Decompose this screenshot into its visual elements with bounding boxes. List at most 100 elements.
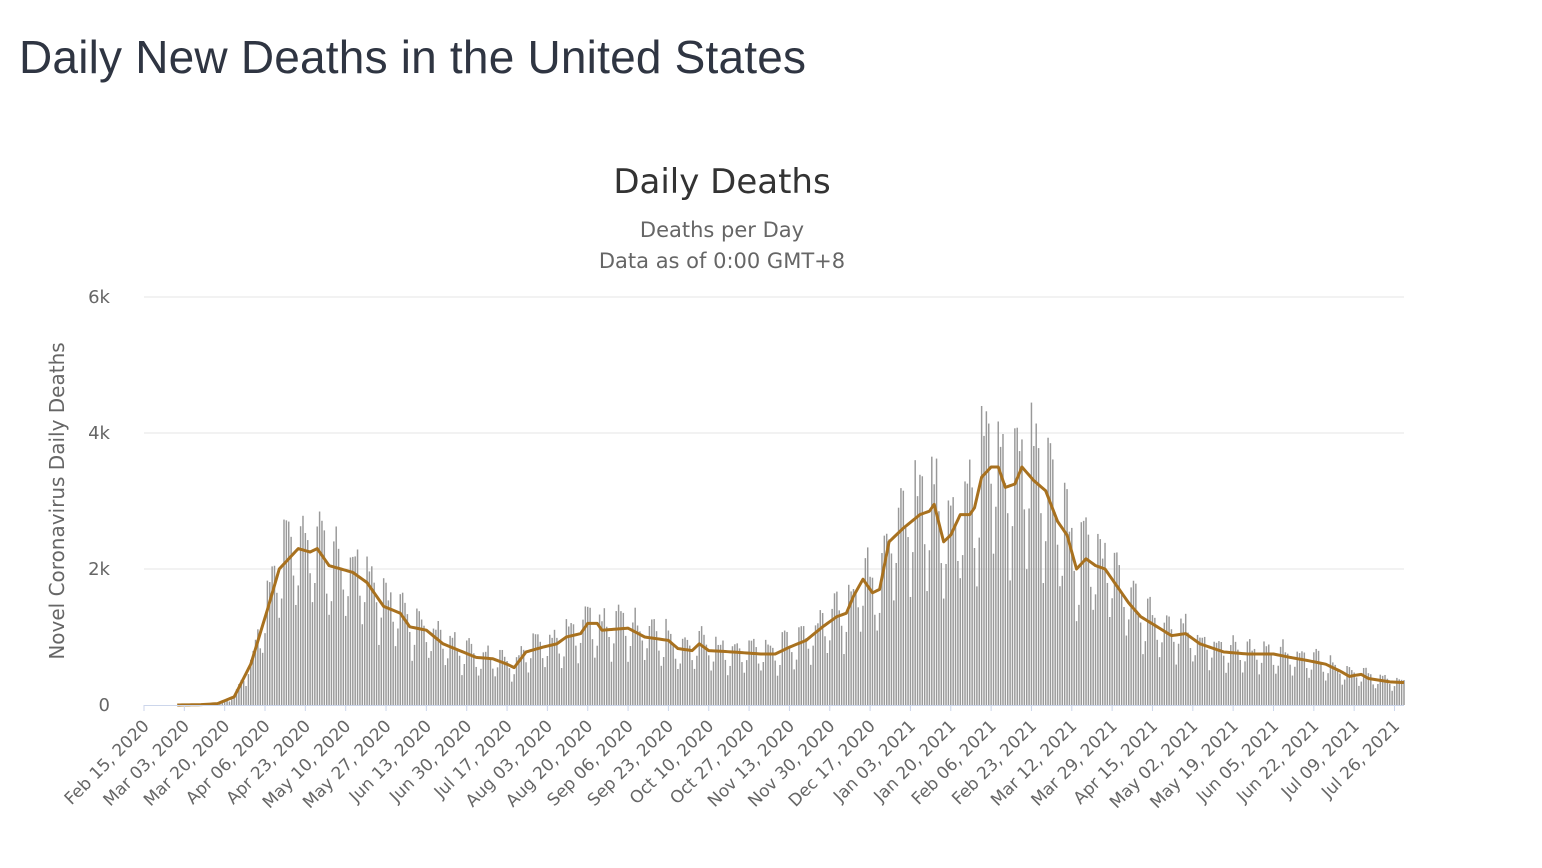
- bar-320: [902, 490, 905, 705]
- bar-324: [912, 552, 914, 705]
- bar-398: [1087, 534, 1090, 705]
- bar-179: [568, 626, 570, 705]
- bar-293: [838, 610, 840, 705]
- bar-304: [864, 558, 867, 705]
- bar-128: [446, 658, 449, 705]
- bar-55: [273, 565, 276, 705]
- bar-147: [492, 668, 494, 705]
- bar-336: [940, 563, 943, 705]
- bar-246: [726, 675, 729, 705]
- bar-478: [1277, 665, 1279, 705]
- bar-517: [1370, 674, 1372, 705]
- bar-42: [242, 680, 245, 705]
- bar-214: [651, 619, 653, 705]
- bar-384: [1054, 512, 1056, 705]
- bar-344: [959, 578, 962, 705]
- bar-400: [1092, 609, 1094, 705]
- bar-239: [710, 670, 712, 705]
- bar-69: [306, 540, 309, 705]
- bar-285: [819, 610, 822, 705]
- bar-417: [1132, 580, 1135, 705]
- bar-197: [610, 661, 613, 705]
- bar-311: [881, 553, 883, 705]
- bar-460: [1234, 641, 1237, 705]
- bar-290: [831, 608, 833, 705]
- bar-59: [283, 519, 285, 705]
- bar-202: [622, 612, 625, 705]
- bar-43: [245, 685, 247, 705]
- bar-463: [1241, 672, 1244, 705]
- bar-141: [477, 675, 480, 705]
- bar-482: [1286, 653, 1289, 705]
- bar-56: [276, 592, 278, 705]
- bar-198: [613, 643, 615, 705]
- bar-206: [632, 622, 634, 705]
- bar-307: [871, 577, 874, 705]
- bar-45: [250, 659, 252, 705]
- bar-267: [776, 675, 779, 705]
- bar-71: [311, 602, 314, 705]
- bar-298: [850, 591, 852, 705]
- bar-79: [330, 601, 333, 705]
- bar-465: [1246, 641, 1249, 705]
- bar-349: [971, 487, 973, 705]
- bar-348: [969, 459, 971, 705]
- bar-264: [769, 645, 772, 705]
- bar-150: [499, 649, 501, 705]
- bar-513: [1360, 681, 1363, 705]
- bar-235: [700, 626, 703, 705]
- bar-67: [302, 515, 304, 705]
- bar-227: [681, 638, 684, 705]
- bar-332: [931, 456, 933, 705]
- bar-504: [1339, 673, 1341, 705]
- bar-314: [888, 539, 890, 705]
- bar-494: [1315, 648, 1317, 705]
- bar-256: [750, 640, 753, 705]
- bar-39: [235, 689, 238, 705]
- bar-419: [1137, 614, 1139, 705]
- bar-77: [325, 593, 328, 705]
- bar-364: [1006, 513, 1009, 705]
- x-axis: [143, 705, 1404, 711]
- bar-46: [252, 650, 254, 705]
- bar-146: [489, 657, 492, 705]
- bar-217: [658, 650, 660, 705]
- bar-218: [660, 665, 663, 705]
- bar-374: [1030, 402, 1033, 705]
- bar-322: [907, 537, 909, 705]
- bar-201: [620, 611, 622, 705]
- bar-523: [1384, 674, 1386, 705]
- bar-363: [1004, 483, 1007, 705]
- bar-251: [738, 648, 741, 705]
- bar-521: [1379, 674, 1382, 705]
- bar-335: [938, 511, 940, 705]
- bar-498: [1324, 680, 1327, 705]
- bar-421: [1142, 654, 1144, 705]
- bar-166: [537, 634, 539, 705]
- bar-61: [288, 521, 290, 705]
- bar-295: [843, 654, 845, 705]
- bar-260: [760, 670, 762, 705]
- bar-301: [857, 607, 859, 705]
- bar-161: [525, 662, 527, 705]
- y-tick-label-1: 2k: [88, 559, 110, 580]
- bar-135: [463, 664, 466, 705]
- bar-68: [304, 533, 307, 705]
- bar-390: [1068, 531, 1071, 705]
- bar-279: [805, 638, 807, 705]
- bar-357: [990, 483, 992, 705]
- bar-413: [1123, 607, 1125, 705]
- bar-445: [1199, 637, 1201, 705]
- bar-414: [1125, 635, 1128, 705]
- bar-408: [1111, 598, 1113, 705]
- chart-title: Daily Deaths: [613, 162, 830, 202]
- bar-345: [961, 555, 964, 705]
- bar-455: [1222, 655, 1225, 705]
- bar-347: [966, 483, 969, 705]
- bar-437: [1180, 618, 1182, 705]
- bar-155: [511, 681, 513, 705]
- bar-477: [1275, 673, 1277, 705]
- bar-387: [1061, 575, 1064, 705]
